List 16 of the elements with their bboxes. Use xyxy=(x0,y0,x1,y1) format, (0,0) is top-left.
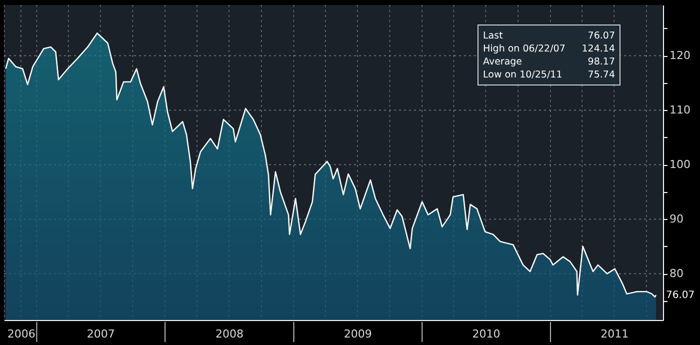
y-tick-label: 100 xyxy=(670,158,690,172)
text: High on 06/22/07 124.14 xyxy=(483,44,615,54)
x-tick-label: 2010 xyxy=(472,328,500,340)
x-tick-label: 2007 xyxy=(86,328,115,340)
text: Average 98.17 xyxy=(483,56,615,68)
y-tick-label: 90 xyxy=(670,212,684,226)
x-tick-label: 2006 xyxy=(7,328,36,340)
y-tick-label: 80 xyxy=(670,267,684,280)
annotation: 76.07 xyxy=(666,290,695,302)
x-tick-label: 2008 xyxy=(216,328,244,340)
x-tick-label: 2011 xyxy=(600,328,629,340)
y-tick-label: 120 xyxy=(670,49,690,62)
text: Low on 10/25/11 75.74 xyxy=(483,70,615,80)
y-tick-label: 110 xyxy=(670,104,690,117)
x-tick-label: 2009 xyxy=(344,328,372,340)
text: Last 76.07 xyxy=(483,30,615,42)
